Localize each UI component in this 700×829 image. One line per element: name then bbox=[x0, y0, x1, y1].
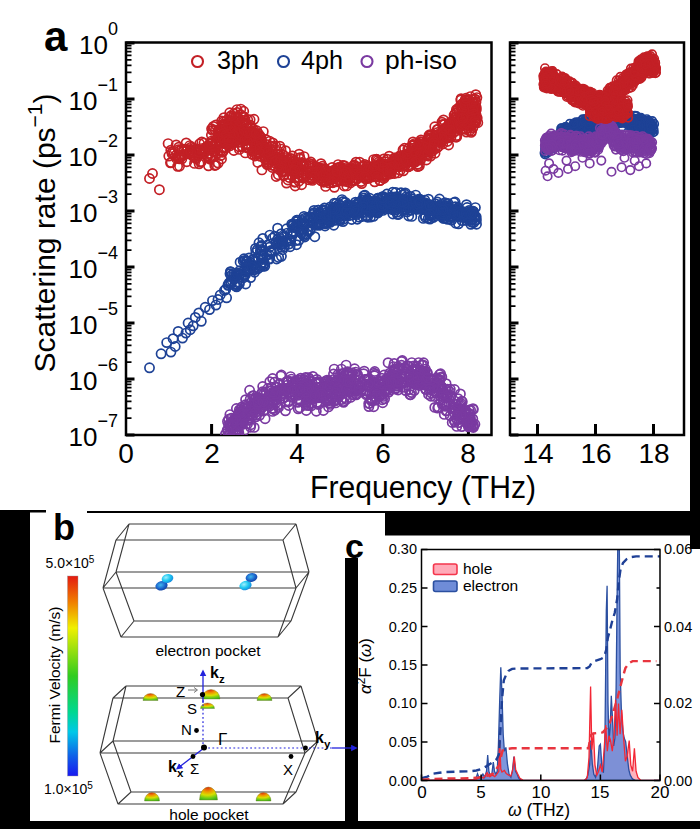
svg-text:0.02: 0.02 bbox=[664, 695, 692, 711]
svg-text:X: X bbox=[283, 761, 293, 778]
svg-text:Frequency (THz): Frequency (THz) bbox=[310, 470, 536, 505]
svg-text:b: b bbox=[53, 507, 75, 548]
svg-text:0: 0 bbox=[118, 438, 134, 469]
svg-text:14: 14 bbox=[522, 438, 553, 469]
svg-text:ω (THz): ω (THz) bbox=[508, 800, 570, 820]
svg-text:hole: hole bbox=[463, 560, 492, 577]
svg-text:4: 4 bbox=[289, 438, 305, 469]
svg-text:Scattering rate (ps−1): Scattering rate (ps−1) bbox=[23, 93, 61, 372]
svg-text:0.05: 0.05 bbox=[389, 734, 417, 750]
svg-text:8: 8 bbox=[460, 438, 476, 469]
svg-text:Γ: Γ bbox=[218, 730, 227, 749]
svg-text:electron: electron bbox=[463, 577, 518, 594]
svg-text:0.30: 0.30 bbox=[389, 541, 417, 557]
svg-text:0.06: 0.06 bbox=[664, 541, 692, 557]
svg-text:0.25: 0.25 bbox=[389, 580, 417, 596]
svg-text:0.20: 0.20 bbox=[389, 619, 417, 635]
svg-text:a: a bbox=[44, 13, 68, 60]
svg-text:hole pocket: hole pocket bbox=[169, 806, 249, 823]
svg-text:c: c bbox=[345, 527, 364, 565]
svg-text:α2F (ω): α2F (ω) bbox=[354, 638, 375, 694]
svg-text:S: S bbox=[187, 700, 197, 717]
svg-text:electron pocket: electron pocket bbox=[155, 642, 261, 659]
svg-text:0.00: 0.00 bbox=[389, 773, 417, 789]
svg-text:Z: Z bbox=[176, 683, 185, 700]
svg-text:0.10: 0.10 bbox=[389, 695, 417, 711]
svg-text:0.15: 0.15 bbox=[389, 657, 417, 673]
svg-text:5: 5 bbox=[476, 783, 485, 802]
svg-text:5.0×105: 5.0×105 bbox=[46, 554, 95, 571]
svg-text:Σ: Σ bbox=[190, 760, 199, 777]
svg-text:3ph: 3ph bbox=[217, 45, 259, 75]
svg-text:2: 2 bbox=[204, 438, 220, 469]
svg-text:4ph: 4ph bbox=[301, 45, 343, 75]
svg-text:6: 6 bbox=[375, 438, 391, 469]
svg-text:0.04: 0.04 bbox=[664, 619, 692, 635]
svg-text:18: 18 bbox=[638, 438, 669, 469]
svg-text:Fermi Velocity (m/s): Fermi Velocity (m/s) bbox=[46, 607, 63, 744]
svg-text:20: 20 bbox=[651, 783, 670, 802]
svg-text:ph-iso: ph-iso bbox=[385, 45, 457, 75]
svg-text:16: 16 bbox=[580, 438, 611, 469]
svg-text:1.0×105: 1.0×105 bbox=[44, 780, 93, 797]
svg-text:N: N bbox=[181, 721, 192, 738]
svg-text:15: 15 bbox=[591, 783, 610, 802]
svg-text:0: 0 bbox=[417, 783, 426, 802]
